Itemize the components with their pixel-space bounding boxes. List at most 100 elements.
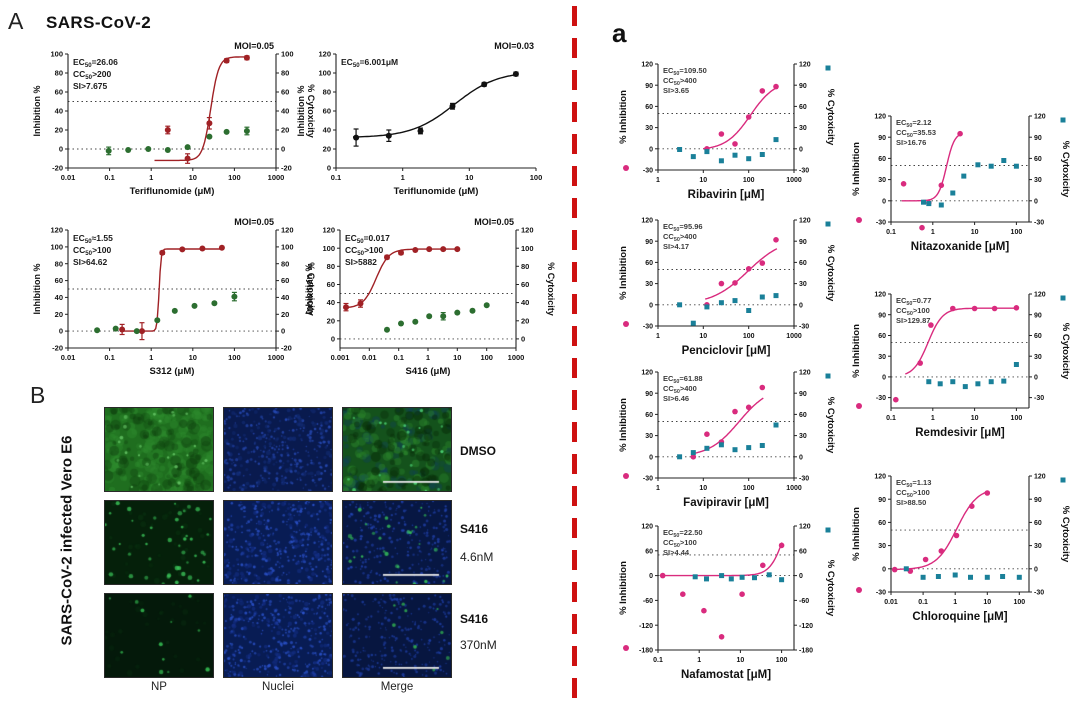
svg-text:Inhibition %: Inhibition % bbox=[296, 86, 306, 137]
svg-text:90: 90 bbox=[799, 391, 807, 398]
svg-text:% Inhibition: % Inhibition bbox=[618, 246, 629, 300]
svg-text:90: 90 bbox=[878, 135, 886, 142]
svg-text:SI>6.46: SI>6.46 bbox=[663, 394, 689, 403]
svg-text:-20: -20 bbox=[281, 164, 292, 173]
svg-text:60: 60 bbox=[55, 276, 63, 285]
svg-text:0: 0 bbox=[649, 573, 653, 580]
treatment-label-s416-row2: S416 bbox=[460, 522, 489, 536]
svg-text:30: 30 bbox=[1034, 543, 1042, 550]
svg-text:-30: -30 bbox=[643, 168, 653, 175]
svg-text:60: 60 bbox=[645, 260, 653, 267]
dose-label-370nm: 370nM bbox=[460, 638, 497, 652]
svg-text:60: 60 bbox=[323, 107, 331, 116]
svg-text:0.01: 0.01 bbox=[884, 599, 898, 606]
svg-text:60: 60 bbox=[521, 280, 529, 289]
svg-text:1: 1 bbox=[656, 333, 660, 340]
svg-text:20: 20 bbox=[55, 310, 63, 319]
svg-text:100: 100 bbox=[521, 244, 534, 253]
svg-text:1: 1 bbox=[953, 599, 957, 606]
chart-penciclovir: -30 -30 0 0 30 30 60 60 90 90 120 120 1 10 100 1000 EC50… bbox=[612, 206, 840, 360]
svg-text:-30: -30 bbox=[876, 395, 886, 402]
chart-favipiravir: -30 -30 0 0 30 30 60 60 90 90 120 120 1 10 100 1000 EC50… bbox=[612, 358, 840, 512]
svg-text:0: 0 bbox=[799, 454, 803, 461]
svg-text:90: 90 bbox=[1034, 497, 1042, 504]
svg-text:60: 60 bbox=[645, 412, 653, 419]
svg-text:100: 100 bbox=[480, 353, 493, 362]
svg-text:0: 0 bbox=[649, 454, 653, 461]
svg-text:1: 1 bbox=[401, 173, 405, 182]
svg-text:% Cytoxicity: % Cytoxicity bbox=[546, 262, 556, 316]
svg-text:30: 30 bbox=[1034, 177, 1042, 184]
svg-text:CC50​>400: CC50​>400 bbox=[663, 384, 697, 395]
chart-nitazoxanide: -30 -30 0 0 30 30 60 60 90 90 120 120 0.1 1 10 100 EC50​… bbox=[845, 102, 1075, 256]
svg-text:-180: -180 bbox=[639, 648, 653, 655]
svg-text:0: 0 bbox=[1034, 375, 1038, 382]
svg-text:80: 80 bbox=[521, 262, 529, 271]
svg-text:0: 0 bbox=[281, 145, 285, 154]
svg-text:CC50​>100: CC50​>100 bbox=[345, 245, 383, 257]
svg-text:% Cytoxicity: % Cytoxicity bbox=[1060, 506, 1071, 563]
svg-text:80: 80 bbox=[55, 69, 63, 78]
svg-text:Nitazoxanide [μM]: Nitazoxanide [μM] bbox=[911, 241, 1010, 253]
svg-text:SI>64.62: SI>64.62 bbox=[73, 257, 108, 267]
svg-text:100: 100 bbox=[50, 50, 63, 59]
svg-text:30: 30 bbox=[645, 125, 653, 132]
svg-text:-30: -30 bbox=[799, 476, 809, 483]
svg-text:0.1: 0.1 bbox=[331, 173, 341, 182]
svg-text:-20: -20 bbox=[52, 164, 63, 173]
svg-text:60: 60 bbox=[878, 333, 886, 340]
svg-text:90: 90 bbox=[878, 497, 886, 504]
svg-text:Remdesivir [μM]: Remdesivir [μM] bbox=[915, 427, 1005, 439]
panel-b-side-label: SARS-CoV-2 infected Vero E6 bbox=[58, 435, 76, 646]
svg-text:CC50​>400: CC50​>400 bbox=[663, 76, 697, 87]
dose-label-4-6nm: 4.6nM bbox=[460, 550, 494, 564]
svg-text:0: 0 bbox=[521, 335, 525, 344]
svg-text:% Inhibition: % Inhibition bbox=[618, 90, 629, 144]
svg-text:Inhibition %: Inhibition % bbox=[32, 264, 42, 315]
svg-text:EC50​≈1.55: EC50​≈1.55 bbox=[73, 233, 113, 245]
svg-text:120: 120 bbox=[641, 524, 653, 531]
svg-text:20: 20 bbox=[55, 126, 63, 135]
svg-text:SI>88.50: SI>88.50 bbox=[896, 498, 926, 507]
svg-text:60: 60 bbox=[55, 88, 63, 97]
svg-text:40: 40 bbox=[323, 126, 331, 135]
svg-text:40: 40 bbox=[281, 293, 289, 302]
svg-text:EC50​=0.77: EC50​=0.77 bbox=[896, 296, 931, 307]
svg-text:120: 120 bbox=[874, 114, 886, 121]
svg-text:0.1: 0.1 bbox=[393, 353, 403, 362]
micrograph-s416-370nm-merge bbox=[342, 593, 452, 678]
svg-text:40: 40 bbox=[55, 293, 63, 302]
svg-text:100: 100 bbox=[1013, 599, 1025, 606]
svg-text:60: 60 bbox=[645, 548, 653, 555]
svg-text:% Cytoxicity: % Cytoxicity bbox=[825, 245, 836, 302]
svg-text:20: 20 bbox=[281, 126, 289, 135]
svg-text:10: 10 bbox=[699, 485, 707, 492]
svg-text:10: 10 bbox=[453, 353, 461, 362]
svg-text:0: 0 bbox=[59, 145, 63, 154]
svg-text:20: 20 bbox=[281, 310, 289, 319]
svg-text:Chloroquine [μM]: Chloroquine [μM] bbox=[912, 611, 1007, 623]
svg-text:MOI=0.05: MOI=0.05 bbox=[234, 217, 274, 227]
chart-s312: -20 -20 0 0 20 20 40 40 60 60 80 80 100 100 120 120 0.01… bbox=[28, 210, 318, 384]
svg-text:CC50​>100: CC50​>100 bbox=[73, 245, 111, 257]
micrograph-s416-370nm-nuclei bbox=[223, 593, 333, 678]
svg-text:90: 90 bbox=[1034, 135, 1042, 142]
chart-svg-nafamostat: -180 -180 -120 -120 -60 -60 0 0 60 60 120 120 0.1 1 10… bbox=[618, 524, 836, 681]
svg-text:SI>5882: SI>5882 bbox=[345, 257, 377, 267]
svg-text:1000: 1000 bbox=[786, 333, 802, 340]
svg-text:30: 30 bbox=[878, 543, 886, 550]
svg-text:100: 100 bbox=[743, 485, 755, 492]
svg-text:30: 30 bbox=[799, 281, 807, 288]
svg-text:CC50​>100: CC50​>100 bbox=[896, 488, 930, 499]
svg-text:0: 0 bbox=[799, 573, 803, 580]
svg-text:% Inhibition: % Inhibition bbox=[851, 142, 862, 196]
svg-text:SI>4.44: SI>4.44 bbox=[663, 548, 690, 557]
svg-text:1000: 1000 bbox=[786, 177, 802, 184]
chart-svg-s416: 0 0 20 20 40 40 60 60 80 80 100 100 120 120 0.001 0.01 0… bbox=[304, 217, 556, 377]
micrograph-s416-370nm-np bbox=[104, 593, 214, 678]
svg-text:0: 0 bbox=[882, 198, 886, 205]
svg-text:-30: -30 bbox=[799, 324, 809, 331]
micrograph-dmso-merge bbox=[342, 407, 452, 492]
svg-text:% Cytoxicity: % Cytoxicity bbox=[825, 560, 836, 617]
